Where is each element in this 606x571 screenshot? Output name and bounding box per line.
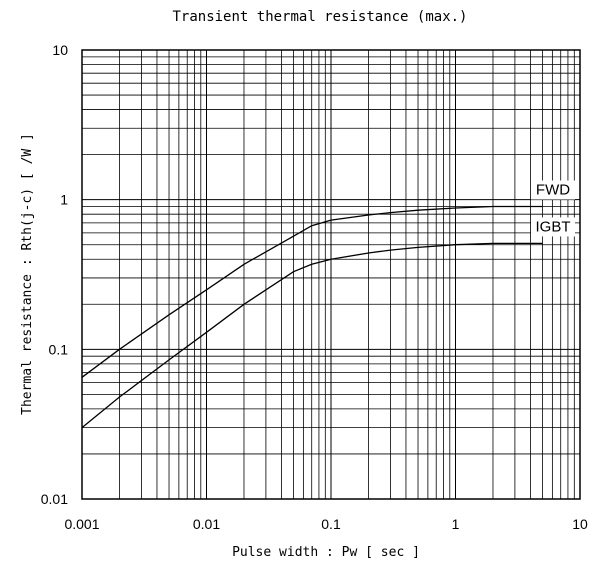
- series-line-fwd: [81, 205, 543, 378]
- x-tick-labels: 0.001 0.01 0.1 1 10: [64, 516, 588, 532]
- x-tick-label: 1: [452, 516, 460, 532]
- x-axis-label: Pulse width : Pw [ sec ]: [232, 545, 420, 560]
- series-label-igbt: IGBT: [535, 218, 570, 235]
- y-tick-label: 10: [52, 42, 68, 58]
- curves: [81, 205, 543, 429]
- y-axis-label: Thermal resistance : Rth(j-c) [ /W ]: [20, 133, 35, 415]
- x-tick-label: 10: [572, 516, 588, 532]
- x-tick-label: 0.01: [193, 516, 220, 532]
- chart-title: Transient thermal resistance (max.): [172, 9, 467, 25]
- series-labels: FWD IGBT: [531, 180, 575, 237]
- x-tick-label: 0.001: [64, 516, 99, 532]
- y-tick-label: 0.01: [41, 491, 68, 507]
- series-label-fwd: FWD: [536, 182, 570, 199]
- y-tick-label: 1: [60, 192, 68, 208]
- series-label-bg: [531, 217, 575, 237]
- y-tick-label: 0.1: [49, 341, 69, 357]
- y-tick-labels: 0.01 0.1 1 10: [41, 42, 68, 507]
- series-line-igbt: [81, 242, 543, 429]
- series-label-bg: [531, 180, 575, 200]
- grid: [82, 50, 580, 499]
- x-tick-label: 0.1: [321, 516, 341, 532]
- plot-frame: [81, 49, 581, 500]
